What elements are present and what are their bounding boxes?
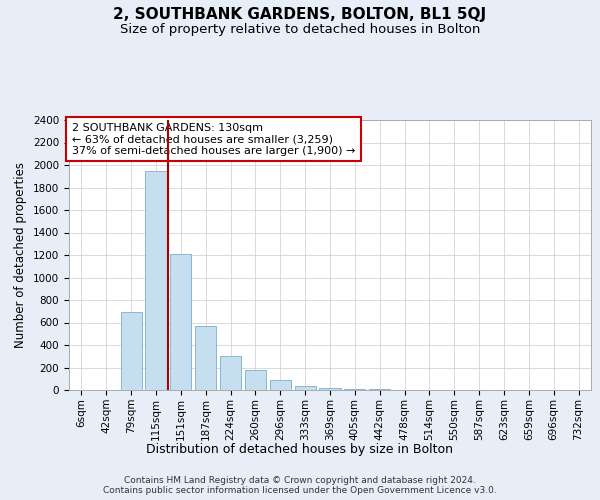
- Text: Distribution of detached houses by size in Bolton: Distribution of detached houses by size …: [146, 442, 454, 456]
- Text: Size of property relative to detached houses in Bolton: Size of property relative to detached ho…: [120, 22, 480, 36]
- Bar: [270, 380, 291, 390]
- Y-axis label: Number of detached properties: Number of detached properties: [14, 162, 28, 348]
- Bar: [344, 389, 365, 390]
- Bar: [245, 370, 266, 390]
- Bar: [195, 326, 216, 390]
- Bar: [295, 386, 316, 390]
- Text: 2 SOUTHBANK GARDENS: 130sqm
← 63% of detached houses are smaller (3,259)
37% of : 2 SOUTHBANK GARDENS: 130sqm ← 63% of det…: [71, 122, 355, 156]
- Bar: [220, 356, 241, 390]
- Text: 2, SOUTHBANK GARDENS, BOLTON, BL1 5QJ: 2, SOUTHBANK GARDENS, BOLTON, BL1 5QJ: [113, 8, 487, 22]
- Bar: [145, 170, 167, 390]
- Bar: [121, 312, 142, 390]
- Text: Contains HM Land Registry data © Crown copyright and database right 2024.
Contai: Contains HM Land Registry data © Crown c…: [103, 476, 497, 495]
- Bar: [170, 254, 191, 390]
- Bar: [319, 388, 341, 390]
